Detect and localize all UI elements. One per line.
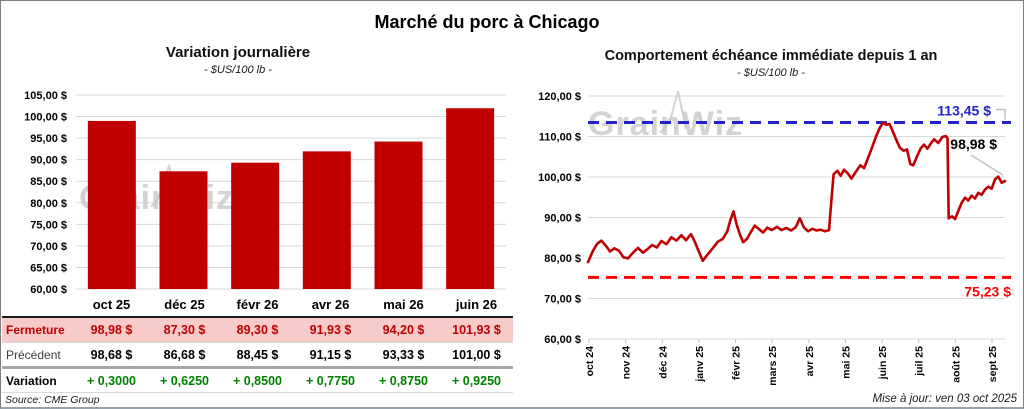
svg-text:70,00 $: 70,00 $ xyxy=(30,241,67,253)
variation-value: + 0,9250 xyxy=(451,373,501,388)
svg-text:mars 25: mars 25 xyxy=(767,346,779,386)
variation-value: + 0,8500 xyxy=(232,373,282,388)
svg-text:60,00 $: 60,00 $ xyxy=(30,284,67,296)
column-header: avr 26 xyxy=(311,297,350,312)
column-header: juin 26 xyxy=(455,297,498,312)
previous-value: 101,00 $ xyxy=(452,347,501,362)
svg-text:80,00 $: 80,00 $ xyxy=(30,198,67,210)
row-label: Variation xyxy=(6,373,57,388)
variation-value: + 0,8750 xyxy=(378,373,428,388)
svg-text:juil 25: juil 25 xyxy=(914,346,926,377)
svg-text:sept 25: sept 25 xyxy=(987,346,999,382)
close-value: 98,98 $ xyxy=(90,323,133,337)
column-header: oct 25 xyxy=(92,297,131,312)
close-value: 89,30 $ xyxy=(236,323,279,337)
variation-value: + 0,3000 xyxy=(86,373,136,388)
svg-text:113,45 $: 113,45 $ xyxy=(937,103,991,119)
svg-text:100,00 $: 100,00 $ xyxy=(538,172,581,184)
previous-value: 88,45 $ xyxy=(236,347,279,362)
table-header-row: oct 25 déc 25 févr 26 avr 26 mai 26 juin… xyxy=(2,293,513,318)
bar-chart: 105,00 $ 100,00 $ 95,00 $ 90,00 $ 85,00 $ 80,… xyxy=(24,90,506,296)
svg-text:nov 24: nov 24 xyxy=(621,346,633,379)
source-note: Source: CME Group xyxy=(5,394,100,406)
variation-value: + 0,6250 xyxy=(159,373,209,388)
svg-text:mai 25: mai 25 xyxy=(840,346,852,379)
svg-text:oct 24: oct 24 xyxy=(584,346,596,377)
svg-text:85,00 $: 85,00 $ xyxy=(30,176,67,188)
previous-value: 86,68 $ xyxy=(163,347,206,362)
svg-text:juin 25: juin 25 xyxy=(877,346,889,380)
line-chart: 120,00 $ 110,00 $ 100,00 $ 90,00 $ 80,00 $ 70… xyxy=(538,90,1011,386)
variation-value: + 0,7750 xyxy=(305,373,355,388)
previous-value: 93,33 $ xyxy=(382,347,425,362)
close-value: 87,30 $ xyxy=(163,323,206,337)
close-value: 101,93 $ xyxy=(452,323,501,337)
svg-text:90,00 $: 90,00 $ xyxy=(30,155,67,167)
svg-text:60,00 $: 60,00 $ xyxy=(544,334,581,346)
svg-text:août 25: août 25 xyxy=(950,346,962,383)
svg-text:98,98 $: 98,98 $ xyxy=(950,136,997,152)
svg-text:janv 25: janv 25 xyxy=(694,346,706,383)
svg-text:95,00 $: 95,00 $ xyxy=(30,133,67,145)
table-row-precedent: Précédent 98,68 $ 86,68 $ 88,45 $ 91,15 … xyxy=(2,343,513,369)
svg-text:70,00 $: 70,00 $ xyxy=(544,294,581,306)
svg-text:avr 25: avr 25 xyxy=(804,346,816,377)
svg-text:déc 24: déc 24 xyxy=(657,346,669,379)
column-header: mai 26 xyxy=(383,297,424,312)
row-label: Précédent xyxy=(6,347,61,362)
previous-value: 98,68 $ xyxy=(90,347,133,362)
previous-value: 91,15 $ xyxy=(309,347,352,362)
bar-chart-subtitle: - $US/100 lb - xyxy=(204,64,272,76)
svg-text:110,00 $: 110,00 $ xyxy=(539,132,581,144)
svg-text:80,00 $: 80,00 $ xyxy=(544,253,581,265)
svg-text:100,00 $: 100,00 $ xyxy=(24,112,67,124)
contracts-table: oct 25 déc 25 févr 26 avr 26 mai 26 juin… xyxy=(2,293,513,393)
svg-text:105,00 $: 105,00 $ xyxy=(24,90,67,102)
svg-text:févr 25: févr 25 xyxy=(731,346,743,380)
svg-text:75,00 $: 75,00 $ xyxy=(30,219,67,231)
close-value: 91,93 $ xyxy=(309,323,352,337)
column-header: févr 26 xyxy=(236,297,279,312)
page-title: Marché du porc à Chicago xyxy=(374,12,600,32)
line-chart-title: Comportement échéance immédiate depuis 1… xyxy=(604,48,938,64)
svg-text:65,00 $: 65,00 $ xyxy=(30,262,67,274)
row-label: Fermeture xyxy=(6,323,65,337)
column-header: déc 25 xyxy=(164,297,205,312)
svg-text:75,23 $: 75,23 $ xyxy=(964,283,1011,299)
close-value: 94,20 $ xyxy=(382,323,425,337)
svg-text:120,00 $: 120,00 $ xyxy=(538,91,581,103)
table-row-variation: Variation + 0,3000 + 0,6250 + 0,8500 + 0… xyxy=(2,369,513,393)
line-chart-subtitle: - $US/100 lb - xyxy=(737,67,805,79)
update-note: Mise à jour: ven 03 oct 2025 xyxy=(872,393,1017,405)
bar-chart-title: Variation journalière xyxy=(165,44,311,61)
table-row-fermeture: Fermeture 98,98 $ 87,30 $ 89,30 $ 91,93 … xyxy=(2,318,513,343)
svg-text:90,00 $: 90,00 $ xyxy=(544,213,581,225)
